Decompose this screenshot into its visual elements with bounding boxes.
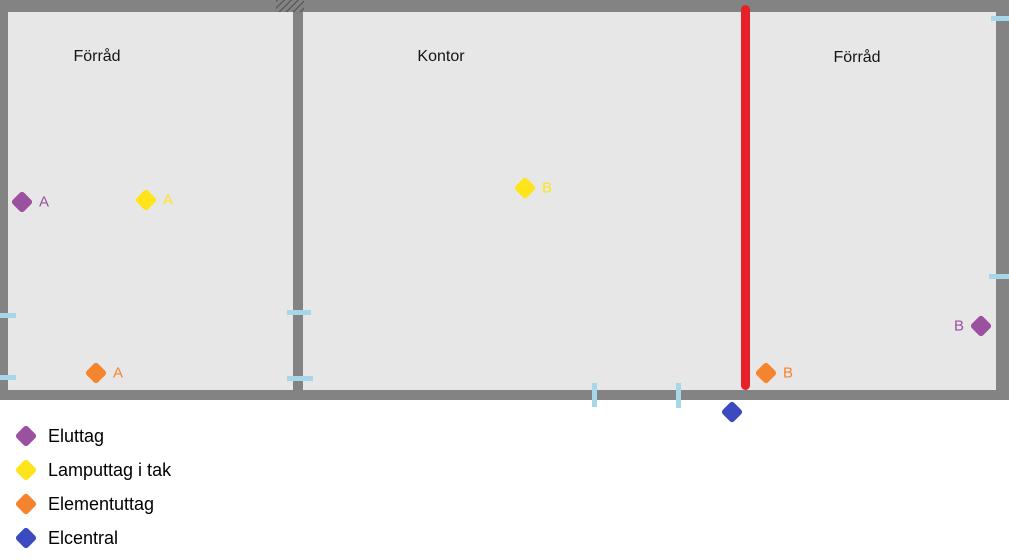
legend-label: Elementuttag [48,493,155,514]
legend-item-lamputtag: Lamputtag i tak [13,453,171,487]
elementuttag-icon [754,361,778,385]
lamputtag-icon-shape [14,458,38,482]
legend-label: Lamputtag i tak [48,459,172,480]
marker-eluttag-a: A [10,190,49,214]
wall-middle [293,12,303,390]
lamputtag-icon [513,176,537,200]
red-wall-divider [741,5,750,390]
wall-opening-mark [991,16,1009,21]
marker-eluttag-b: B [954,314,993,338]
eluttag-icon [10,190,34,214]
lamputtag-icon [134,188,158,212]
wall-opening-mark [989,274,1009,279]
lamputtag-icon [13,457,39,483]
marker-elcentral [720,400,744,424]
legend-item-eluttag: Eluttag [13,419,171,453]
eluttag-icon-shape [14,424,38,448]
marker-lamputtag-a: A [134,188,173,212]
wall-opening-mark [676,383,681,408]
marker-label: B [783,364,794,382]
wall-opening-mark [592,383,597,407]
elcentral-icon [720,400,744,424]
elementuttag-icon-shape [14,492,38,516]
marker-elementuttag-a: A [84,361,123,385]
room-label-kontor: Kontor [417,48,465,65]
floor-plan: Förråd Kontor Förråd A A A B B B [0,0,1009,424]
marker-label: B [953,317,964,335]
wall-joint-hatch [276,0,304,12]
legend-label: Eluttag [48,425,105,446]
marker-label: A [163,191,174,209]
elcentral-icon-shape [14,526,38,550]
elcentral-icon [13,525,39,551]
eluttag-icon [13,423,39,449]
marker-label: A [39,193,50,211]
wall-opening-mark [0,375,16,380]
eluttag-icon [969,314,993,338]
floor-plan-interior [8,12,996,390]
marker-elementuttag-b: B [754,361,793,385]
wall-opening-mark [0,313,16,318]
elementuttag-icon [84,361,108,385]
room-label-forrad-left: Förråd [73,48,121,65]
marker-label: A [113,364,124,382]
marker-lamputtag-b: B [513,176,552,200]
legend-item-elcentral: Elcentral [13,521,171,555]
legend-label: Elcentral [48,527,119,548]
marker-label: B [542,179,553,197]
legend: Eluttag Lamputtag i tak Elementuttag Elcent… [13,419,171,555]
legend-item-elementuttag: Elementuttag [13,487,171,521]
wall-opening-mark [287,376,313,381]
elementuttag-icon [13,491,39,517]
room-label-forrad-right: Förråd [833,49,881,66]
wall-opening-mark [287,310,311,315]
